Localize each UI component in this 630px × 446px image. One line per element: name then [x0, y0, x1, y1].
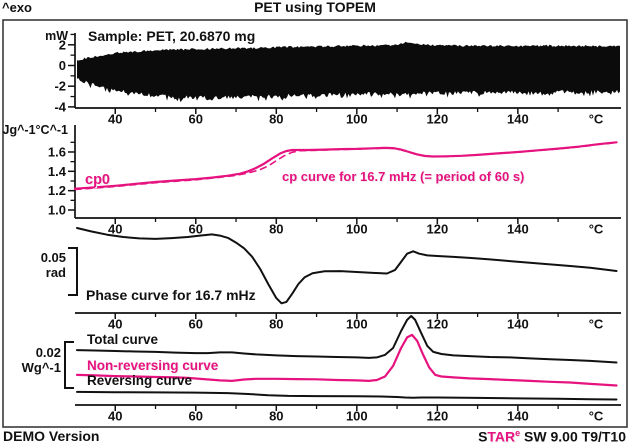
x-axis-unit-label: °C: [589, 112, 604, 127]
x-tick-label: 120: [426, 112, 448, 127]
y-tick-label: -2: [54, 79, 66, 94]
star-logo-e: e: [515, 428, 521, 438]
y-tick-label: 1.4: [48, 164, 67, 179]
total-curve-label: Total curve: [87, 332, 159, 347]
cp0-curve-label: cp0: [85, 172, 110, 188]
x-axis-unit-label: °C: [589, 409, 604, 424]
y-tick-label: 2: [59, 37, 66, 52]
nonreversing-curve-label: Non-reversing curve: [87, 358, 219, 373]
x-tick-label: 40: [108, 222, 122, 237]
hf-scale-value: 0.02: [36, 345, 61, 360]
star-logo-tar: TAR: [487, 428, 516, 445]
x-tick-label: 120: [426, 222, 448, 237]
software-version-label: STARe SW 9.00 T9/T10: [478, 428, 626, 445]
exo-direction-label: ^exo: [2, 0, 32, 15]
x-tick-label: 100: [346, 222, 368, 237]
x-tick-label: 120: [426, 409, 448, 424]
x-tick-label: 60: [189, 112, 203, 127]
software-version-text: SW 9.00 T9/T10: [520, 428, 626, 445]
y-tick-label: 0: [59, 58, 66, 73]
x-tick-label: 100: [346, 112, 368, 127]
hf-scale-bracket: [64, 341, 74, 389]
x-axis-unit-label: °C: [589, 222, 604, 237]
star-logo-s: S: [478, 428, 488, 445]
x-tick-label: 80: [269, 222, 283, 237]
chart-title: PET using TOPEM: [254, 0, 376, 15]
phase-curve-label: Phase curve for 16.7 mHz: [86, 287, 256, 303]
phase-scale-unit: rad: [46, 265, 66, 280]
cp0-curve: [73, 141, 618, 190]
nonreversing-curve: [75, 333, 618, 387]
reversing-curve: [76, 390, 618, 401]
y-tick-label: 1.6: [48, 144, 66, 159]
total-curve: [76, 315, 618, 364]
x-tick-label: 100: [346, 409, 368, 424]
reversing-curve-label: Reversing curve: [87, 373, 193, 388]
sample-info-label: Sample: PET, 20.6870 mg: [88, 28, 256, 44]
y-tick-label: 1.2: [48, 183, 66, 198]
outer-border: [2, 19, 628, 428]
x-tick-label: 80: [269, 317, 283, 332]
x-tick-label: 140: [507, 317, 529, 332]
y-tick-label: 1.0: [48, 203, 66, 218]
x-tick-label: 140: [507, 222, 529, 237]
x-tick-label: 40: [108, 317, 122, 332]
y-axis-unit-label: mW: [45, 29, 68, 43]
phase-scale-value: 0.05: [41, 250, 66, 265]
demo-version-label: DEMO Version: [3, 428, 100, 444]
phase-curve: [76, 227, 618, 305]
x-tick-label: 140: [507, 409, 529, 424]
x-tick-label: 100: [346, 317, 368, 332]
x-axis-unit-label: °C: [589, 317, 604, 332]
y-axis-unit-label: Jg^-1°C^-1: [3, 123, 68, 137]
x-tick-label: 60: [189, 222, 203, 237]
raw-signal-band: [77, 41, 620, 102]
x-tick-label: 80: [269, 409, 283, 424]
cp-frequency-annotation: cp curve for 16.7 mHz (= period of 60 s): [282, 169, 525, 184]
x-tick-label: 80: [269, 112, 283, 127]
phase-scale-bracket: [68, 247, 78, 296]
y-tick-label: -4: [54, 99, 66, 114]
x-tick-label: 60: [189, 317, 203, 332]
x-tick-label: 40: [108, 409, 122, 424]
x-tick-label: 140: [507, 112, 529, 127]
hf-scale-unit: Wg^-1: [22, 360, 61, 375]
x-tick-label: 40: [108, 112, 122, 127]
x-tick-label: 120: [426, 317, 448, 332]
x-tick-label: 60: [189, 409, 203, 424]
